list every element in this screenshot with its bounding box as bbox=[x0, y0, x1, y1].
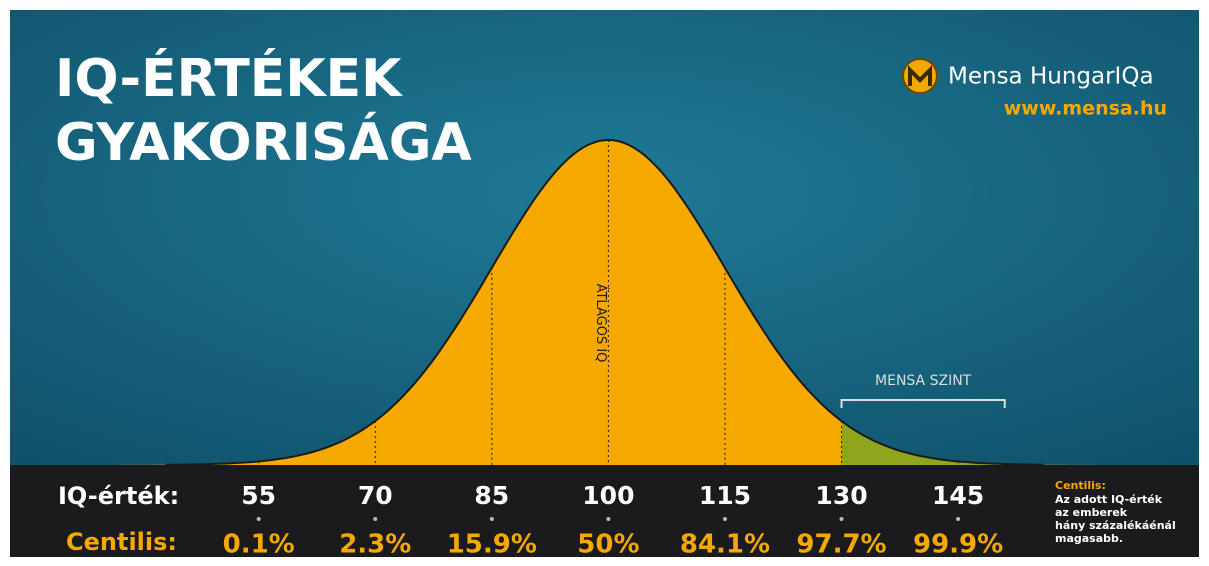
value-dot bbox=[257, 517, 261, 521]
annotation: MENSA SZINT bbox=[875, 373, 972, 389]
chart: IQ-ÉRTÉKEK GYAKORISÁGA Mensa HungarIQa w… bbox=[0, 0, 1209, 566]
url: www.mensa.hu bbox=[1004, 98, 1167, 120]
value-label: 99.9% bbox=[913, 530, 1003, 560]
value-label: 50% bbox=[577, 530, 639, 560]
x-tick-label: 55 bbox=[241, 481, 276, 510]
page: {"chart_data": { "type": "bell", "title"… bbox=[0, 0, 1209, 566]
value-dot bbox=[373, 517, 377, 521]
x-tick-label: 115 bbox=[699, 481, 751, 510]
title-line: IQ-ÉRTÉKEK bbox=[55, 48, 403, 109]
value-label: 0.1% bbox=[223, 530, 295, 560]
value-label: 15.9% bbox=[447, 530, 537, 560]
note-line: Az adott IQ-érték bbox=[1055, 493, 1163, 506]
value-dot bbox=[490, 517, 494, 521]
value-dot bbox=[840, 517, 844, 521]
x-tick-label: 130 bbox=[815, 481, 867, 510]
x-tick-label: 145 bbox=[932, 481, 984, 510]
x-tick-label: 85 bbox=[474, 481, 509, 510]
brand: Mensa HungarIQa bbox=[948, 64, 1154, 90]
value-label: Centilis: bbox=[66, 528, 177, 556]
note-line: az emberek bbox=[1055, 506, 1128, 519]
value-label: 84.1% bbox=[680, 530, 770, 560]
value-label: 97.7% bbox=[796, 530, 886, 560]
note-line: magasabb. bbox=[1055, 532, 1123, 545]
note-title: Centilis: bbox=[1055, 479, 1106, 492]
annotation: ÁTLAGOS IQ bbox=[593, 284, 609, 363]
value-dot bbox=[606, 517, 610, 521]
value-dot bbox=[956, 517, 960, 521]
value-dot bbox=[723, 517, 727, 521]
x-tick-label: 70 bbox=[358, 481, 393, 510]
value-label: 2.3% bbox=[339, 530, 411, 560]
note-line: hány százalékáénál bbox=[1055, 519, 1176, 532]
x-label: IQ-érték: bbox=[58, 482, 179, 510]
x-tick-label: 100 bbox=[582, 481, 634, 510]
title-line: GYAKORISÁGA bbox=[55, 112, 472, 173]
